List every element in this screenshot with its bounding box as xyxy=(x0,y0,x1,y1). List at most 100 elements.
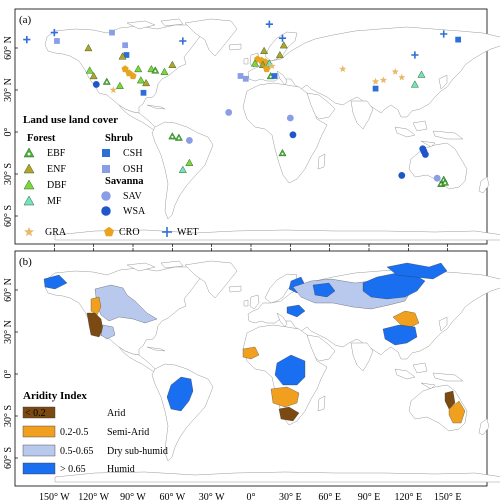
site-ebf xyxy=(102,77,111,85)
site-csh xyxy=(455,36,462,43)
aridity-name-semiarid: Semi-Arid xyxy=(107,427,149,438)
legend-marker-cro xyxy=(104,226,114,237)
site-wet xyxy=(23,36,31,44)
site-markers xyxy=(23,20,462,187)
site-wet xyxy=(179,37,187,45)
site-ebf xyxy=(168,132,177,140)
site-sav xyxy=(433,174,441,182)
site-sav xyxy=(286,114,294,122)
legend-label-wsa: WSA xyxy=(123,206,146,217)
site-ebf xyxy=(174,133,183,141)
basin-humid-siberia xyxy=(362,272,426,300)
x-tick-label: 120° W xyxy=(78,492,109,503)
site-mf xyxy=(417,70,426,78)
legend-aridity-title: Aridity Index xyxy=(23,390,87,402)
y-tick-label: 60° S xyxy=(3,447,14,469)
site-cro xyxy=(129,72,137,80)
legend-marker-enf xyxy=(23,163,35,174)
basin-arid-orange xyxy=(278,406,300,422)
x-tick-label: 120° E xyxy=(395,492,423,503)
site-wet xyxy=(411,51,419,59)
y-tick-label: 60° S xyxy=(3,205,14,227)
site-cro xyxy=(121,65,129,73)
site-dbf xyxy=(115,81,124,89)
legend-item-cro: CRO xyxy=(104,226,140,238)
site-csh xyxy=(140,89,147,96)
aridity-name-humid: Humid xyxy=(107,464,135,475)
basin-drysubhumid-mexico xyxy=(100,324,116,340)
legend-label-gra: GRA xyxy=(45,227,67,238)
legend-item-mf: MF xyxy=(23,195,62,207)
panel-a-label: (a) xyxy=(19,14,32,26)
site-sav xyxy=(225,108,233,116)
site-gra xyxy=(372,77,380,85)
legend-label-wet: WET xyxy=(177,227,199,238)
basin-humid-far-east xyxy=(386,262,448,280)
site-ebf xyxy=(441,178,450,186)
site-cro xyxy=(263,65,271,73)
panel-b-label: (b) xyxy=(19,256,32,268)
site-gra xyxy=(339,65,347,73)
legend-item-csh: CSH xyxy=(102,148,142,159)
legend-item-wsa: WSA xyxy=(101,206,146,217)
site-enf xyxy=(260,46,269,54)
x-tick-label: 30° W xyxy=(199,492,225,503)
site-enf xyxy=(89,71,98,80)
site-ebf xyxy=(151,66,160,74)
legend-item-gra: GRA xyxy=(24,226,67,238)
legend-marker-sav xyxy=(101,191,111,201)
site-mf xyxy=(410,80,419,88)
legend-group-forest: Forest xyxy=(27,133,56,144)
site-dbf xyxy=(136,76,145,84)
basins xyxy=(43,262,466,424)
site-enf xyxy=(279,41,288,49)
site-wet xyxy=(50,29,58,37)
site-dbf xyxy=(134,64,143,73)
legend-item-enf: ENF xyxy=(23,163,66,175)
x-tick-label: 0° xyxy=(247,492,256,503)
site-dbf xyxy=(160,67,169,75)
aridity-range-drysubhumid: 0.5-0.65 xyxy=(60,446,93,457)
aridity-range-humid: > 0.65 xyxy=(60,464,86,475)
y-tick-label: 30° N xyxy=(3,78,14,102)
aridity-swatch-arid xyxy=(22,406,56,419)
basin-humid-congo xyxy=(274,354,306,386)
basin-humid-europe xyxy=(286,304,306,318)
basemap-a xyxy=(44,18,500,241)
legend-label-mf: MF xyxy=(47,196,62,207)
site-gra xyxy=(391,68,399,75)
legend-item-ebf: EBF xyxy=(23,147,66,159)
site-ebf xyxy=(278,148,287,157)
site-wsa xyxy=(92,80,100,88)
y-tick-label: 30° S xyxy=(3,405,14,427)
site-sav xyxy=(185,136,193,144)
site-wet xyxy=(440,30,448,38)
site-wet xyxy=(265,20,273,28)
x-axis-ticks: 150° W 120° W 90° W 60° W 30° W 0° 30° E 60° E 9… xyxy=(39,244,461,503)
aridity-name-arid: Arid xyxy=(107,408,125,419)
basin-arid-north-america xyxy=(86,312,104,338)
site-osh xyxy=(54,38,60,44)
basin-humid-amazon xyxy=(166,376,194,412)
aridity-swatch-drysubhumid xyxy=(22,444,56,457)
legend-aridity: Aridity Index < 0.2 Arid 0.2-0.5 Semi-Ar… xyxy=(22,390,168,475)
x-tick-label: 90° E xyxy=(358,492,381,503)
legend-label-sav: SAV xyxy=(123,191,142,202)
site-wsa xyxy=(421,150,429,158)
legend-marker-osh xyxy=(102,165,110,173)
panel-b: (b) Aridity Index < 0.2 Arid 0.2-0.5 Sem… xyxy=(14,250,500,487)
site-wsa xyxy=(398,171,406,179)
site-osh xyxy=(237,73,244,79)
site-gra xyxy=(379,76,387,84)
site-dbf xyxy=(185,158,194,166)
y-tick-label: 60° N xyxy=(3,36,14,60)
basin-semiarid-zambezi xyxy=(270,386,300,408)
aridity-range-arid: < 0.2 xyxy=(25,408,46,419)
site-enf xyxy=(142,78,151,87)
basin-semiarid-north-america xyxy=(90,296,102,316)
site-osh xyxy=(242,75,249,82)
site-gra xyxy=(109,86,117,94)
x-tick-label: 90° W xyxy=(120,492,146,503)
legend-item-wet: WET xyxy=(162,227,199,238)
y-tick-label: 60° N xyxy=(3,278,14,302)
